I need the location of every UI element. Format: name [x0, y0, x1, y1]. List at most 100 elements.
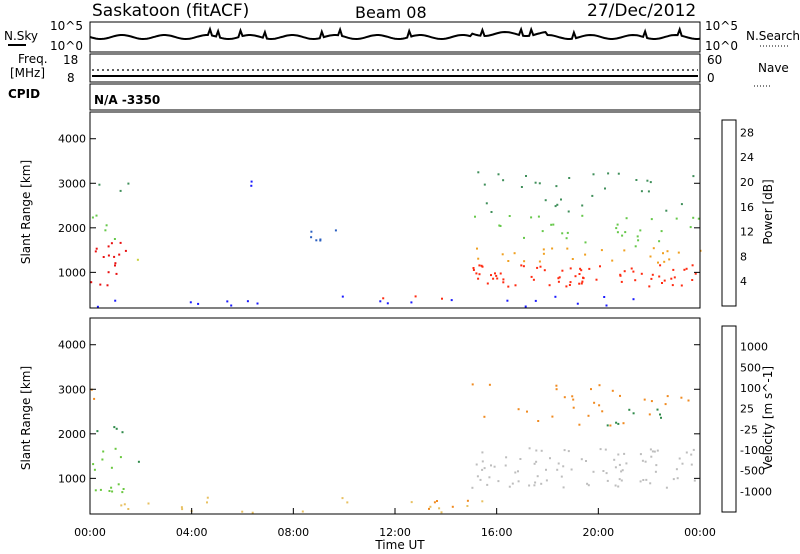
velocity-cell-low: [341, 497, 344, 500]
velocity-cell-ground: [604, 448, 607, 451]
power-cell-ground: [382, 297, 385, 300]
power-cell-band: [539, 265, 542, 268]
power-cell-band: [478, 273, 481, 276]
nave-tick-top: 60: [707, 53, 722, 67]
velocity-cell-near: [119, 456, 122, 459]
velocity-cell-low: [120, 504, 123, 507]
velocity-cell-ground: [617, 485, 620, 488]
velocity-cell-ground: [650, 455, 653, 458]
velocity-heatmap: [90, 383, 696, 514]
y-tick-label: 1000: [58, 472, 86, 485]
velocity-cell-low: [481, 500, 484, 503]
velocity-cell-ground: [620, 470, 623, 473]
power-cell-band: [650, 277, 653, 280]
velocity-cell-ground: [475, 463, 478, 466]
velocity-cell-ground: [511, 482, 514, 485]
velocity-cell-ground: [481, 451, 484, 454]
power-cell-far: [640, 190, 643, 193]
power-cell-ground: [386, 302, 389, 305]
power-cell-far: [538, 182, 541, 185]
velocity-cell-low: [466, 499, 469, 502]
power-cell-band: [569, 267, 572, 270]
power-cell-far: [556, 203, 559, 206]
power-cell-band: [548, 284, 551, 287]
velocity-cell-ground: [519, 458, 522, 460]
power-cell-near: [114, 262, 117, 265]
velocity-cell-far: [650, 400, 653, 403]
power-cell-band: [490, 274, 492, 277]
power-cell-near: [91, 216, 94, 219]
velocity-cell-near: [96, 430, 99, 433]
velocity-cell-ground: [676, 477, 679, 480]
velocity-cell-near: [93, 468, 96, 471]
velocity-cell-ground: [654, 470, 657, 473]
colorbar-tick-label: 1000: [740, 341, 768, 354]
power-cell-ground: [410, 301, 413, 304]
velocity-cell-ground: [493, 465, 496, 468]
y-tick-label: 3000: [58, 177, 86, 190]
date-label: 27/Dec/2012: [587, 1, 696, 21]
power-cell-far: [568, 177, 571, 179]
velocity-cell-ground: [653, 450, 656, 453]
velocity-cell-ground: [618, 463, 621, 466]
power-cell-band: [683, 268, 686, 271]
power-cell-band: [530, 275, 533, 278]
power-cell-band: [599, 265, 601, 268]
power-cell-near: [114, 264, 116, 267]
power-cell-band: [532, 278, 535, 281]
power-cell-near: [110, 242, 113, 245]
power-cell-far: [680, 203, 683, 206]
power-cell: [319, 239, 322, 242]
freq-left-tick-bottom: 8: [67, 71, 75, 85]
power-cell-ground: [632, 298, 635, 301]
x-tick-label: 04:00: [176, 526, 208, 539]
power-cell-ground: [230, 304, 233, 307]
velocity-cell-far: [578, 423, 581, 426]
power-cell-ground: [576, 302, 579, 305]
power-cell-band: [472, 267, 475, 269]
power-cell-near: [102, 256, 105, 258]
power-cell-far: [692, 216, 695, 219]
velocity-cell-ground: [517, 480, 520, 483]
velocity-cell-near: [99, 488, 102, 491]
power-cell-near: [119, 241, 122, 244]
power-cell-band: [640, 272, 643, 275]
colorbar-tick-label: 16: [740, 201, 754, 214]
velocity-cell-ground: [476, 475, 479, 478]
velocity-cell-low: [180, 506, 183, 509]
power-cell-far: [552, 223, 555, 226]
power-cell-ground: [414, 295, 417, 298]
power-cell: [250, 184, 253, 187]
power-cell-far: [561, 232, 564, 235]
velocity-cell: [137, 460, 140, 463]
power-cell-ground: [605, 304, 608, 307]
velocity-cell-low: [206, 496, 209, 499]
power-cell-band: [472, 269, 475, 271]
power-cell-ground: [379, 300, 382, 303]
power-cell-far: [616, 231, 619, 234]
power-cell-near: [90, 281, 93, 284]
power-cell-band: [685, 267, 688, 270]
velocity-cell-ground: [483, 467, 486, 470]
velocity-cell-ground: [563, 449, 566, 452]
velocity-cell-far: [488, 383, 491, 386]
velocity-cell-ground: [606, 479, 609, 482]
velocity-cell-low: [127, 508, 130, 510]
power-cell-ground: [441, 297, 443, 300]
velocity-cell-low: [451, 505, 454, 508]
velocity-cell-ground: [690, 453, 693, 456]
power-cell-ground: [554, 295, 557, 298]
velocity-cell-ground: [675, 468, 678, 471]
power-cell-band: [486, 282, 489, 285]
power-cell-far: [647, 190, 650, 193]
power-cell-band: [495, 274, 498, 277]
power-cell-band: [691, 279, 694, 281]
power-cell-far: [675, 217, 678, 220]
velocity-cell-ground: [645, 478, 648, 481]
velocity-cell-ground: [625, 462, 628, 465]
x-tick-label: 00:00: [684, 526, 716, 539]
power-cell-far: [490, 211, 493, 213]
velocity-cell-ground: [517, 470, 519, 473]
power-cell-far: [477, 171, 480, 174]
velocity-cell-low: [206, 501, 208, 504]
